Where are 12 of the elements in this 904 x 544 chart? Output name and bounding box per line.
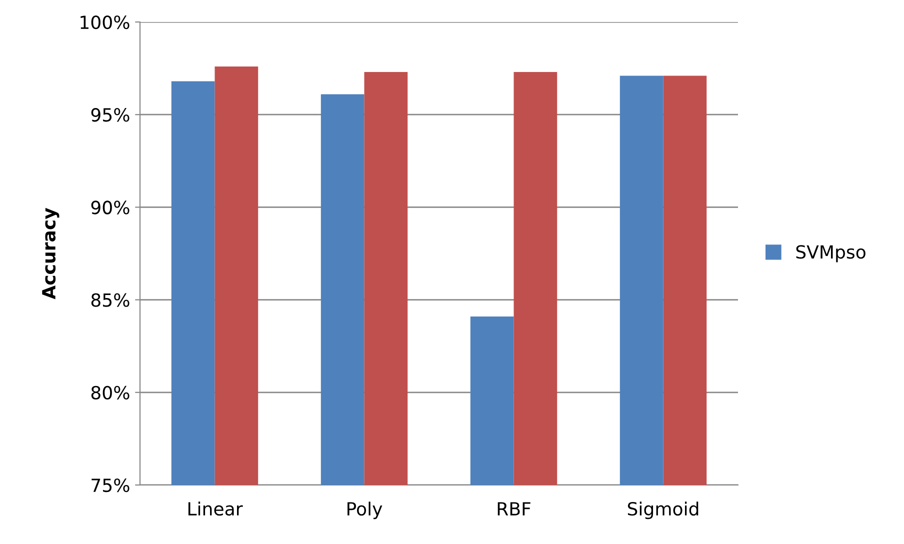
- y-tick-label: 80%: [91, 386, 130, 400]
- x-tick-label: RBF: [498, 502, 530, 516]
- legend-label: SVMpso: [796, 245, 866, 262]
- x-tick-label: Linear: [188, 502, 243, 516]
- y-tick-label: 90%: [91, 200, 130, 214]
- y-tick-label: 95%: [91, 108, 130, 122]
- x-tick-label: Sigmoid: [628, 502, 698, 520]
- y-axis-title: Accuracy: [42, 208, 60, 300]
- x-tick-label: Poly: [348, 502, 382, 520]
- y-tick-label: 100%: [80, 15, 130, 30]
- y-tick-label: 85%: [91, 293, 130, 307]
- y-tick-label: 75%: [92, 478, 130, 492]
